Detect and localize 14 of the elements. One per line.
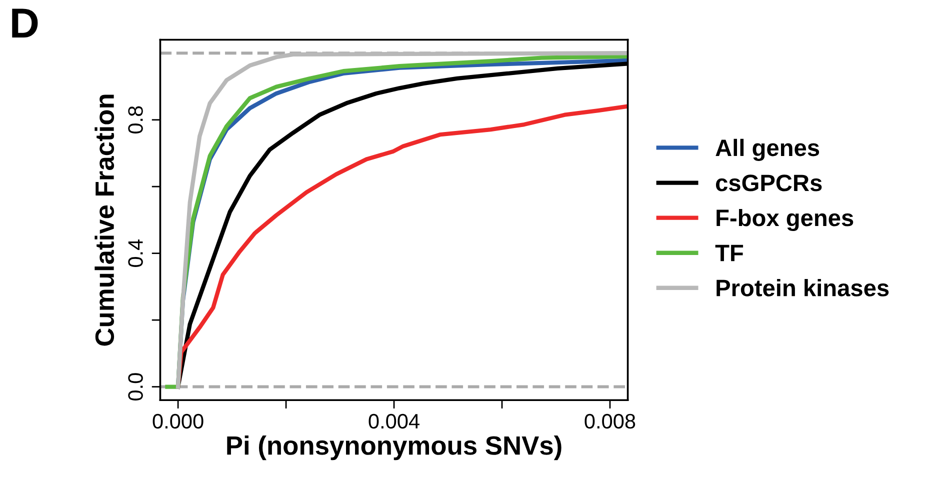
y-tick-label: 0.4 — [128, 239, 143, 267]
legend-label: TF — [715, 244, 744, 262]
legend-label: All genes — [716, 138, 820, 161]
y-tick-label: 0.8 — [128, 106, 143, 134]
x-tick-label: 0.004 — [368, 414, 420, 429]
text: D — [12, 8, 38, 38]
y-axis-title: Cumulative Fraction — [94, 94, 114, 346]
legend-label: Protein kinases — [716, 279, 889, 296]
x-tick-label: 0.008 — [584, 414, 636, 429]
legend-label: csGPCRs — [716, 174, 822, 192]
x-axis-title: Pi (nonsynonymous SNVs) — [227, 436, 562, 460]
y-tick-label: 0.0 — [128, 373, 143, 400]
x-tick-label: 0.000 — [152, 414, 204, 429]
legend-label: F-box genes — [716, 208, 854, 232]
